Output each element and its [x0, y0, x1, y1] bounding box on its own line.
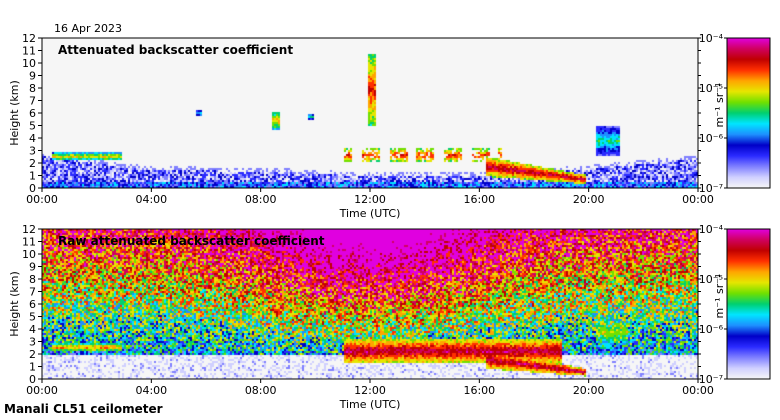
y-tick-label: 0 [29, 373, 36, 386]
colorbar-tick-label: 10⁻⁶ [699, 323, 724, 336]
colorbar-tick-label: 10⁻⁴ [699, 223, 724, 236]
y-tick-label: 4 [29, 132, 36, 145]
colorbar-tick-label: 10⁻⁷ [699, 373, 723, 386]
y-tick-label: 11 [22, 45, 36, 58]
x-tick-label: 04:00 [135, 193, 167, 206]
x-axis-label: Time (UTC) [339, 207, 401, 220]
backscatter-field [42, 38, 698, 188]
y-tick-label: 2 [29, 157, 36, 170]
x-tick-label: 16:00 [463, 384, 495, 397]
y-tick-label: 12 [22, 32, 36, 45]
panel-title: Attenuated backscatter coefficient [58, 43, 293, 57]
y-tick-label: 11 [22, 236, 36, 249]
x-tick-label: 00:00 [682, 384, 714, 397]
x-tick-label: 20:00 [573, 193, 605, 206]
y-tick-label: 0 [29, 182, 36, 195]
x-tick-label: 08:00 [245, 193, 277, 206]
panel-title: Raw attenuated backscatter coefficient [58, 234, 325, 248]
x-tick-label: 00:00 [26, 384, 58, 397]
y-tick-label: 5 [29, 120, 36, 133]
y-tick-label: 10 [22, 57, 36, 70]
colorbar-tick-label: 10⁻⁵ [699, 273, 723, 286]
instrument-footer: Manali CL51 ceilometer [4, 402, 163, 416]
y-tick-label: 6 [29, 107, 36, 120]
x-tick-label: 16:00 [463, 193, 495, 206]
y-tick-label: 12 [22, 223, 36, 236]
y-axis-label: Height (km) [8, 80, 21, 146]
colorbar-unit-label: m⁻¹ sr⁻¹ [713, 274, 726, 319]
colorbar-unit-label: m⁻¹ sr⁻¹ [713, 83, 726, 128]
panel-raw: Raw attenuated backscatter coefficient01… [8, 223, 771, 411]
colorbar-tick-label: 10⁻⁷ [699, 182, 723, 195]
y-tick-label: 8 [29, 273, 36, 286]
y-tick-label: 7 [29, 286, 36, 299]
backscatter-field [42, 229, 698, 379]
colorbar [726, 228, 771, 380]
y-tick-label: 9 [29, 70, 36, 83]
colorbar-tick-label: 10⁻⁴ [699, 32, 724, 45]
y-tick-label: 7 [29, 95, 36, 108]
colorbar [726, 37, 771, 189]
colorbar-tick-label: 10⁻⁶ [699, 132, 724, 145]
y-tick-label: 5 [29, 311, 36, 324]
x-axis-label: Time (UTC) [339, 398, 401, 411]
x-tick-label: 00:00 [682, 193, 714, 206]
y-tick-label: 6 [29, 298, 36, 311]
y-axis-label: Height (km) [8, 271, 21, 337]
x-tick-label: 12:00 [354, 193, 386, 206]
colorbar-tick-label: 10⁻⁵ [699, 82, 723, 95]
date-label: 16 Apr 2023 [54, 22, 122, 35]
y-tick-label: 8 [29, 82, 36, 95]
y-tick-label: 4 [29, 323, 36, 336]
x-tick-label: 20:00 [573, 384, 605, 397]
y-tick-label: 1 [29, 361, 36, 374]
x-tick-label: 00:00 [26, 193, 58, 206]
y-tick-label: 3 [29, 336, 36, 349]
y-tick-label: 10 [22, 248, 36, 261]
y-tick-label: 1 [29, 170, 36, 183]
x-tick-label: 08:00 [245, 384, 277, 397]
x-tick-label: 12:00 [354, 384, 386, 397]
y-tick-label: 2 [29, 348, 36, 361]
x-tick-label: 04:00 [135, 384, 167, 397]
y-tick-label: 3 [29, 145, 36, 158]
panel-attenuated: Attenuated backscatter coefficient012345… [8, 32, 771, 220]
y-tick-label: 9 [29, 261, 36, 274]
